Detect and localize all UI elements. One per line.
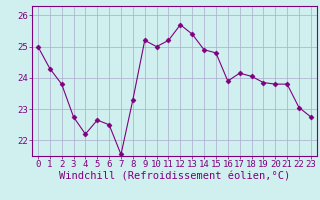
X-axis label: Windchill (Refroidissement éolien,°C): Windchill (Refroidissement éolien,°C) <box>59 172 290 182</box>
